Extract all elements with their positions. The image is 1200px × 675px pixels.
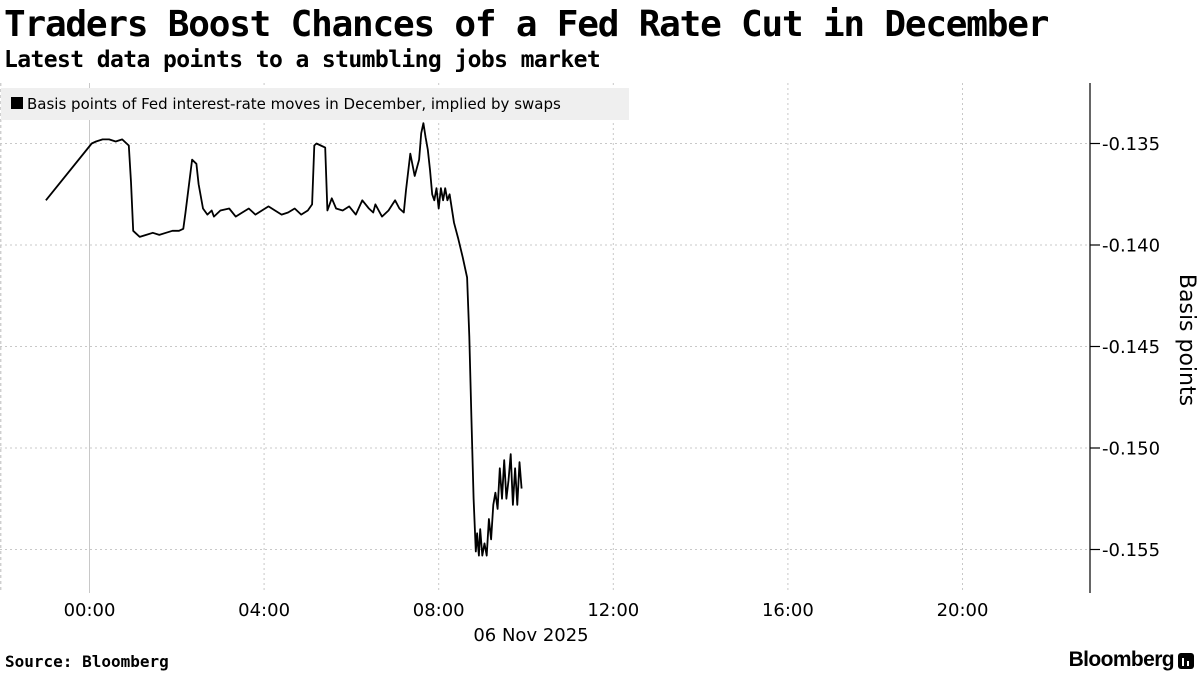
x-tick-label: 12:00 [587, 600, 639, 621]
legend-label: Basis points of Fed interest-rate moves … [27, 95, 561, 113]
legend: Basis points of Fed interest-rate moves … [1, 88, 629, 120]
y-tick-label: -0.150 [1102, 439, 1160, 460]
chart-title: Traders Boost Chances of a Fed Rate Cut … [4, 4, 1049, 45]
x-tick-label: 20:00 [937, 600, 989, 621]
legend-swatch [11, 97, 23, 109]
y-tick-label: -0.135 [1102, 134, 1160, 155]
y-tick-label: -0.155 [1102, 540, 1160, 561]
bloomberg-terminal-icon [1178, 653, 1194, 669]
y-axis-label: Basis points [1174, 274, 1199, 406]
legend-background [1, 88, 629, 120]
x-tick-label: 16:00 [762, 600, 814, 621]
x-tick-label: 04:00 [238, 600, 290, 621]
grid-lines [0, 83, 1090, 593]
x-axis-date-label: 06 Nov 2025 [473, 625, 588, 646]
x-tick-label: 08:00 [413, 600, 465, 621]
y-tick-label: -0.140 [1102, 236, 1160, 257]
series-line [45, 122, 523, 557]
brand-name: Bloomberg [1068, 648, 1175, 671]
source-note: Source: Bloomberg [5, 652, 169, 671]
axes: 00:00 04:00 08:00 12:00 16:00 20:00 -0.135 -0.1… [64, 83, 1160, 621]
y-tick-label: -0.145 [1102, 337, 1160, 358]
chart-subtitle: Latest data points to a stumbling jobs m… [4, 47, 601, 73]
bloomberg-logo: Bloomberg [1069, 648, 1194, 672]
x-tick-label: 00:00 [64, 600, 116, 621]
